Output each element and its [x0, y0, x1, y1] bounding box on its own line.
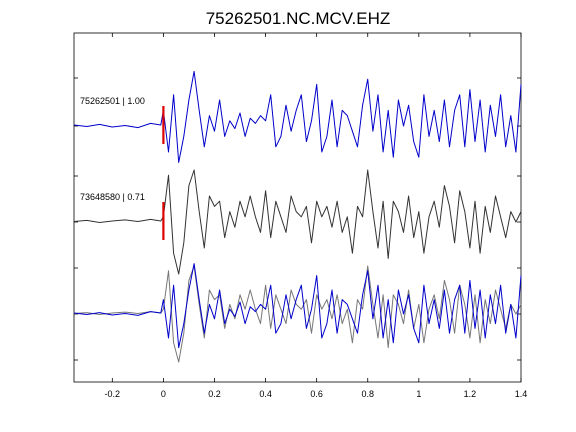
trace-label-2: 73648580 | 0.71	[80, 192, 145, 202]
traces	[73, 70, 522, 275]
overlay-trace-secondary	[73, 265, 522, 363]
overlay-trace-primary	[73, 263, 522, 349]
trace-line-1	[73, 70, 522, 163]
y-ticks	[74, 77, 521, 361]
x-tick-label: 0.2	[208, 389, 221, 399]
x-tick-label: -0.2	[105, 389, 121, 399]
overlay-panel	[73, 263, 522, 363]
x-tick-label: 1.2	[464, 389, 477, 399]
x-tick-label: 0.8	[361, 389, 374, 399]
trace-line-2	[73, 169, 522, 275]
x-tick-label: 1	[416, 389, 421, 399]
plot-area	[73, 32, 522, 383]
x-tick-label: 0.4	[259, 389, 272, 399]
chart-title: 75262501.NC.MCV.EHZ	[206, 9, 391, 28]
x-tick-label: 0.6	[310, 389, 323, 399]
x-axis: -0.2 0 0.2 0.4 0.6 0.8 1 1.2 1.4	[105, 33, 528, 399]
trace-labels: 75262501 | 1.00 73648580 | 0.71	[80, 96, 145, 202]
x-tick-label: 1.4	[515, 389, 528, 399]
x-tick-label: 0	[161, 389, 166, 399]
trace-label-1: 75262501 | 1.00	[80, 96, 145, 106]
